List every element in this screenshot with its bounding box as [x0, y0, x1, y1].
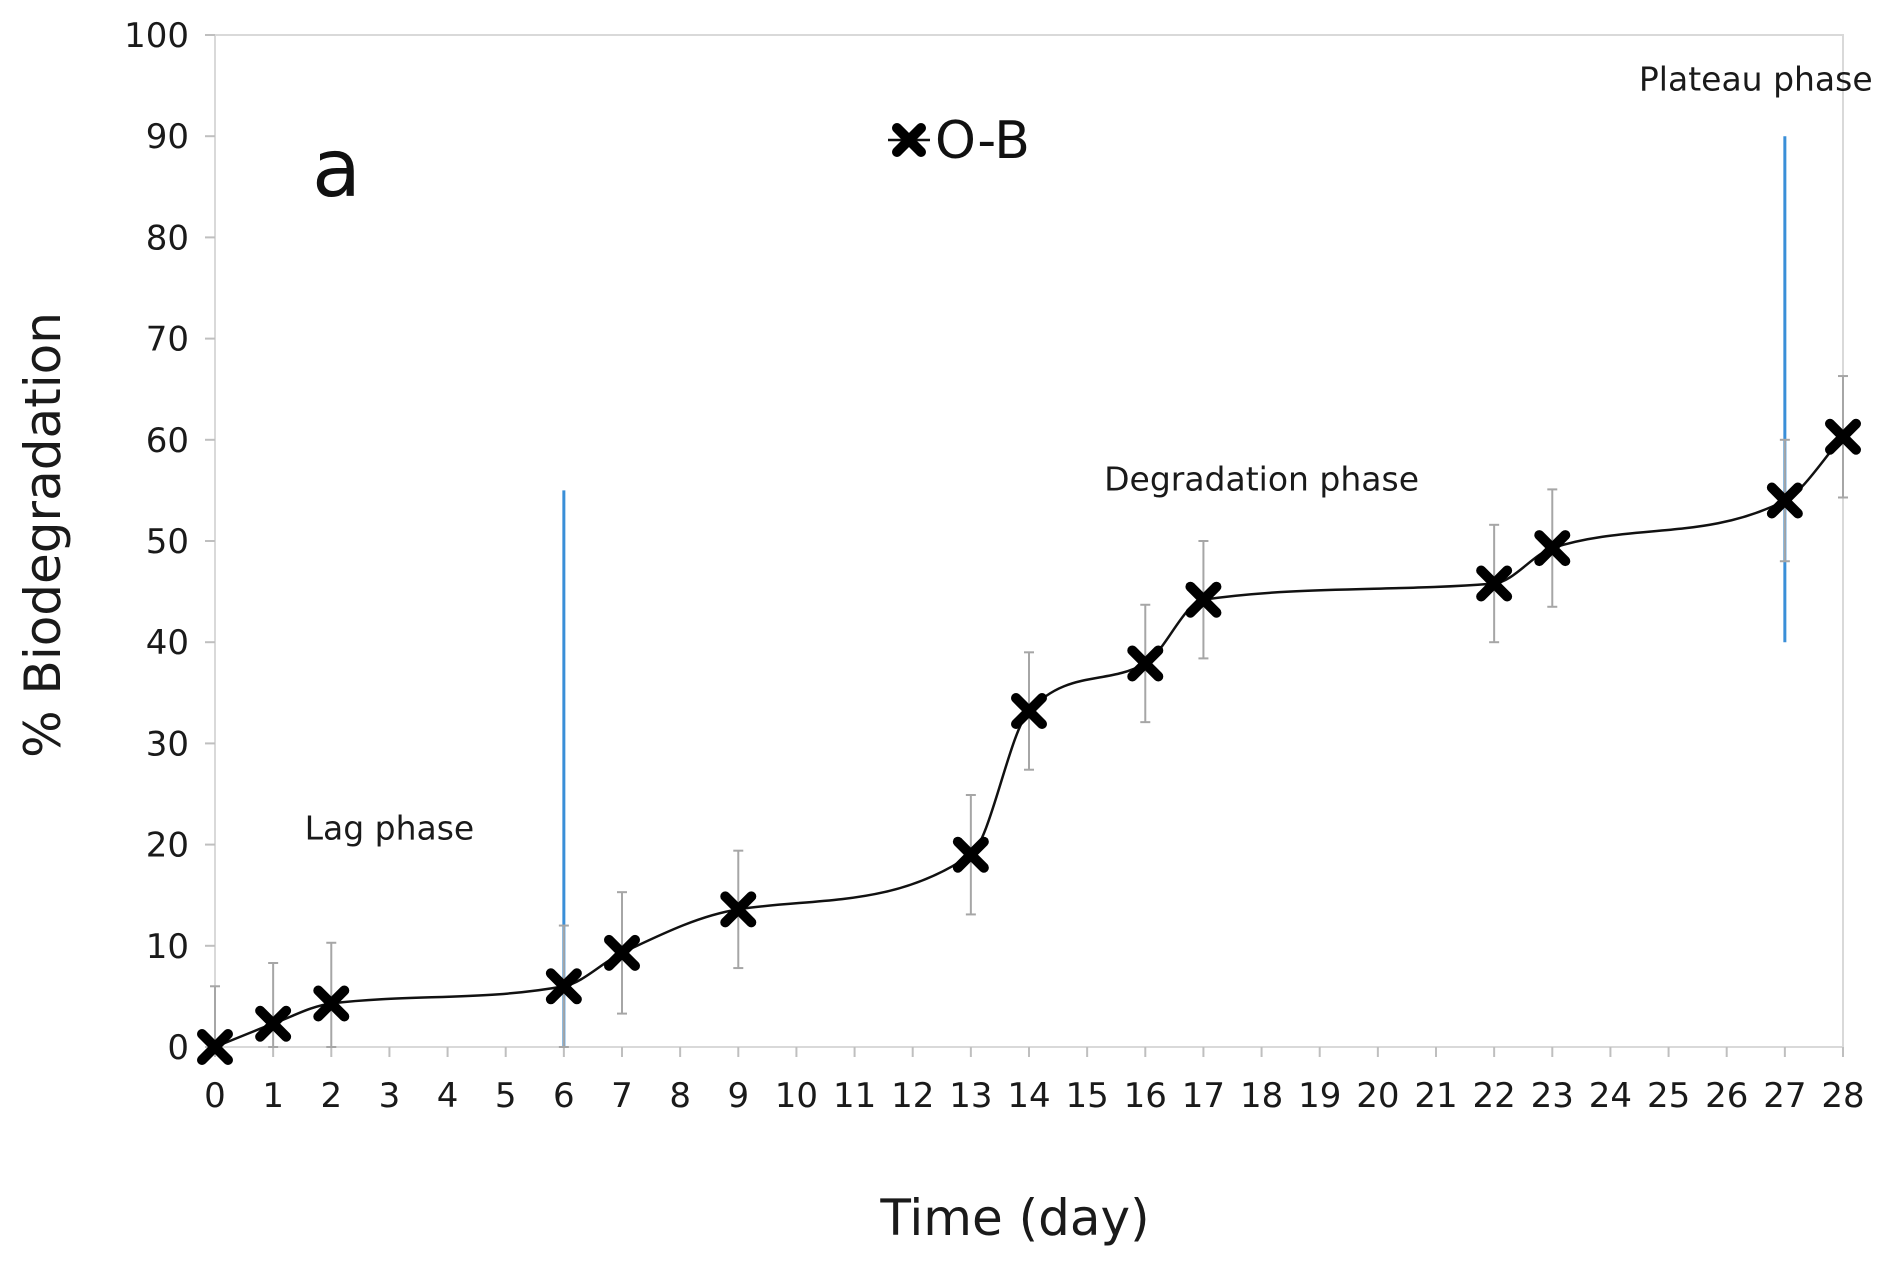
x-tick-label: 23 — [1531, 1076, 1574, 1116]
x-tick-label: 19 — [1298, 1076, 1341, 1116]
data-point — [604, 934, 640, 971]
y-tick-label: 0 — [167, 1028, 189, 1068]
marker-stroke — [892, 123, 926, 157]
y-axis: 0 10 20 30 40 50 60 70 80 90 100 — [124, 16, 215, 1068]
data-point — [1825, 418, 1861, 455]
x-tick-label: 12 — [891, 1076, 934, 1116]
legend-marker — [888, 123, 930, 157]
marker-stroke — [545, 968, 582, 1005]
x-axis: 0 1 2 3 4 5 6 7 8 9 10 11 12 13 14 15 16 17 18 19 20 21 22 23 24… — [204, 1047, 1865, 1116]
data-point — [952, 836, 989, 873]
x-tick-label: 5 — [495, 1076, 517, 1116]
y-tick-label: 50 — [146, 522, 189, 562]
data-point — [1185, 581, 1222, 618]
data-point — [313, 985, 350, 1022]
x-tick-label: 1 — [262, 1076, 284, 1116]
x-tick-label: 2 — [320, 1076, 342, 1116]
x-tick-label: 8 — [669, 1076, 691, 1116]
data-point — [1011, 693, 1047, 730]
phase-annotation: Lag phase — [305, 809, 475, 848]
x-tick-label: 17 — [1182, 1076, 1225, 1116]
x-axis-title: Time (day) — [879, 1189, 1149, 1247]
y-tick-label: 20 — [146, 826, 189, 866]
legend-x-marker — [892, 123, 926, 157]
y-tick-label: 70 — [146, 320, 189, 360]
marker-stroke — [1766, 482, 1803, 519]
marker-stroke — [313, 985, 350, 1022]
x-tick-label: 10 — [775, 1076, 818, 1116]
y-tick-label: 80 — [146, 218, 189, 258]
x-tick-label: 9 — [727, 1076, 749, 1116]
x-tick-label: 3 — [379, 1076, 401, 1116]
y-tick-label: 10 — [146, 927, 189, 967]
x-tick-label: 15 — [1066, 1076, 1109, 1116]
data-point — [197, 1029, 233, 1065]
y-tick-label: 90 — [146, 117, 189, 157]
marker-stroke — [1011, 693, 1047, 730]
marker-stroke — [1476, 565, 1513, 602]
marker-stroke — [1127, 645, 1164, 682]
panel-label: a — [312, 122, 361, 215]
plot-area — [214, 34, 1844, 1048]
data-point — [255, 1005, 292, 1042]
x-tick-label: 13 — [949, 1076, 992, 1116]
data-point — [1127, 645, 1164, 682]
marker-stroke — [952, 836, 989, 873]
x-tick-label: 16 — [1124, 1076, 1167, 1116]
data-point — [1766, 482, 1803, 519]
data-point — [1534, 530, 1571, 567]
y-tick-label: 40 — [146, 623, 189, 663]
marker-stroke — [255, 1005, 292, 1042]
x-tick-label: 6 — [553, 1076, 575, 1116]
x-tick-label: 22 — [1473, 1076, 1516, 1116]
phase-annotation: Degradation phase — [1104, 459, 1419, 498]
data-point — [720, 891, 757, 928]
x-tick-label: 7 — [611, 1076, 633, 1116]
y-tick-label: 100 — [124, 16, 189, 56]
data-point — [1476, 565, 1513, 602]
y-axis-title: % Biodegradation — [14, 312, 72, 758]
x-tick-label: 24 — [1589, 1076, 1632, 1116]
marker-stroke — [1825, 418, 1861, 455]
x-tick-label: 14 — [1007, 1076, 1050, 1116]
legend-label: O-B — [935, 111, 1030, 171]
marker-stroke — [720, 891, 757, 928]
x-tick-label: 27 — [1763, 1076, 1806, 1116]
x-tick-label: 21 — [1414, 1076, 1457, 1116]
x-tick-label: 4 — [437, 1076, 459, 1116]
y-tick-label: 30 — [146, 724, 189, 764]
data-point — [545, 968, 582, 1005]
x-tick-label: 26 — [1705, 1076, 1748, 1116]
x-tick-label: 18 — [1240, 1076, 1283, 1116]
marker-stroke — [604, 934, 640, 971]
x-tick-label: 25 — [1647, 1076, 1690, 1116]
marker-stroke — [1534, 530, 1571, 567]
x-tick-label: 28 — [1821, 1076, 1864, 1116]
x-tick-label: 20 — [1356, 1076, 1399, 1116]
data-markers — [197, 418, 1861, 1065]
annotations: Lag phase Degradation phase Plateau phase — [305, 60, 1873, 848]
y-tick-label: 60 — [146, 421, 189, 461]
x-tick-label: 0 — [204, 1076, 226, 1116]
phase-annotation: Plateau phase — [1639, 60, 1873, 99]
x-tick-label: 11 — [833, 1076, 876, 1116]
legend: O-B — [888, 111, 1030, 171]
marker-stroke — [1185, 581, 1222, 618]
marker-stroke — [197, 1029, 233, 1065]
